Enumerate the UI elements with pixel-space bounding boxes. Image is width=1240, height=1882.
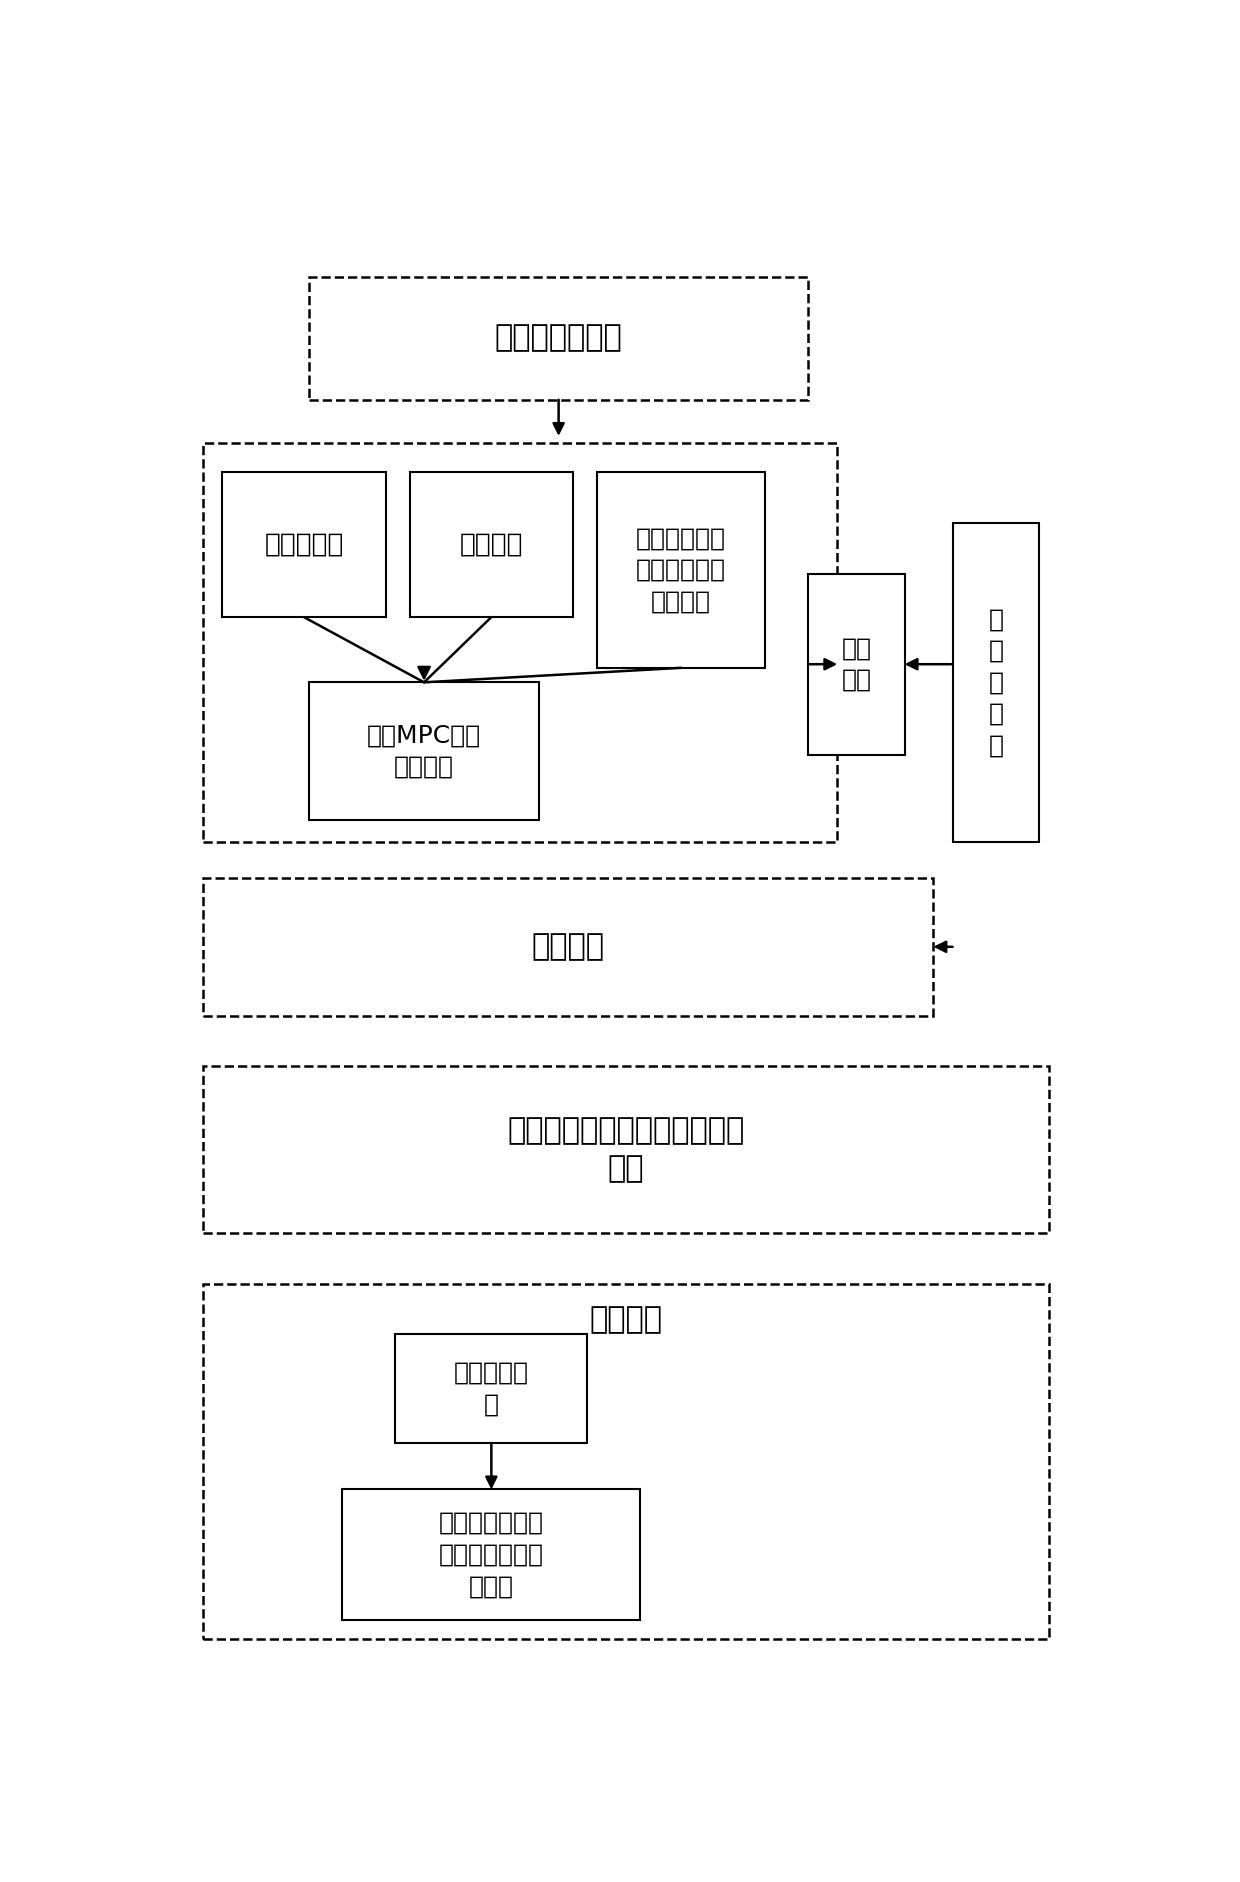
Text: 运动学模型: 运动学模型 <box>264 531 343 557</box>
Bar <box>203 1284 1049 1639</box>
Bar <box>203 1067 1049 1233</box>
Text: 目标函数: 目标函数 <box>460 531 523 557</box>
Bar <box>203 444 837 841</box>
Text: 纵向速度、侧向
加速度、方向盘
转角等: 纵向速度、侧向 加速度、方向盘 转角等 <box>439 1511 544 1598</box>
Bar <box>952 523 1039 841</box>
Text: 参考轨迹离散点: 参考轨迹离散点 <box>495 324 622 352</box>
Bar <box>342 1489 640 1620</box>
Text: 分析验证: 分析验证 <box>589 1306 662 1334</box>
Bar <box>309 277 808 399</box>
Bar <box>409 472 573 617</box>
Bar <box>808 574 905 755</box>
Text: 基于车辆平台的轨迹跟踪仿真
实验: 基于车辆平台的轨迹跟踪仿真 实验 <box>507 1116 744 1184</box>
Text: 运动学和动力
学约束、执行
机构约束: 运动学和动力 学约束、执行 机构约束 <box>636 527 727 614</box>
Text: 车辆
参数: 车辆 参数 <box>842 636 872 693</box>
Text: 基于MPC算法
的控制器: 基于MPC算法 的控制器 <box>367 723 481 779</box>
Text: 方
向
盘
转
角: 方 向 盘 转 角 <box>988 608 1003 758</box>
Bar <box>396 1334 588 1443</box>
Bar <box>309 683 539 821</box>
Bar <box>596 472 765 668</box>
Text: 车辆平台: 车辆平台 <box>532 932 605 962</box>
Bar <box>222 472 386 617</box>
Text: 车辆状态数
据: 车辆状态数 据 <box>454 1361 528 1417</box>
Bar <box>203 877 934 1016</box>
